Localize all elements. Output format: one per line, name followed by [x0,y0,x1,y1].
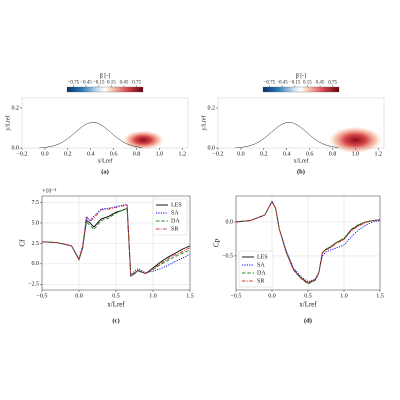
colorbar [66,86,144,93]
x-tick-label: 0.8 [133,151,141,157]
colorbar-tick-label: −0.45 [276,81,288,86]
x-tick-label: 0.0 [268,293,276,299]
x-tick-label: 0.2 [260,151,268,157]
y-axis-label: y/Lref [200,116,207,131]
caption: (d) [304,317,312,324]
x-tick-label: 1.0 [156,151,164,157]
x-tick-label: 1.0 [149,293,157,299]
x-tick-label: 1.0 [352,151,360,157]
x-tick-label: 0.4 [87,151,95,157]
colorbar-tick-label: 0.15 [107,81,116,86]
legend-label: SR [171,226,178,232]
colorbar-tick-label: 0.75 [132,81,141,86]
colorbar-tick-label: −0.15 [289,81,301,86]
series-line [235,200,381,285]
colorbar [262,86,340,93]
x-axis-label: x/Lref [98,157,113,164]
y-tick-label: 0.0 [12,145,20,151]
x-tick-label: 0.4 [283,151,291,157]
y-tick-label: 0.0 [32,261,40,267]
legend: LES SA DA SR [238,250,274,288]
x-tick-label: 1.5 [376,293,384,299]
colorbar-tick-label: 0.75 [328,81,337,86]
legend-label: LES [257,254,268,260]
x-tick-label: 0.2 [64,151,72,157]
plot-frame [21,97,189,149]
colorbar-label: β [-] [296,73,307,79]
colorbar-tick-label: −0.75 [264,81,276,86]
y-tick-label: −0.5 [222,253,233,259]
colorbar-tick-label: −0.75 [68,81,80,86]
y-tick-label: −2.5 [28,282,39,288]
y-axis-label: Cp [213,238,221,247]
plot-frame [235,195,381,291]
x-tick-label: 1.2 [375,151,383,157]
series-line [235,200,381,284]
x-tick-label: −0.2 [17,151,28,157]
hill-wall [235,122,339,148]
legend-box [152,198,188,236]
y-tick-label: 0.2 [208,105,216,111]
beta-region [121,130,165,150]
x-tick-label: 0.8 [329,151,337,157]
plot-frame [41,195,191,291]
x-tick-label: −0.5 [231,293,242,299]
y-tick-label: 0.0 [226,219,234,225]
x-tick-label: 0.6 [306,151,314,157]
x-tick-label: 0.0 [75,293,83,299]
colorbar-tick-label: 0.45 [316,81,325,86]
legend: LES SA DA SR [152,198,188,236]
x-tick-label: 1.2 [179,151,187,157]
colorbar-tick-label: 0.45 [120,81,129,86]
x-axis-label: x/Lref [107,301,125,309]
x-tick-label: 0.5 [112,293,120,299]
series-line [41,203,191,277]
hill-wall [39,122,143,148]
y-axis-label: y/Lref [4,116,11,131]
legend-box [238,250,274,288]
series-line [41,204,191,278]
caption: (a) [101,168,109,175]
colorbar-label: β [-] [100,73,111,79]
y-tick-label: 0.2 [12,105,20,111]
x-tick-label: −0.5 [37,293,48,299]
y-offset-label: ×10⁻³ [42,188,57,194]
legend-label: SA [257,262,265,268]
legend-label: DA [257,270,266,276]
legend-label: SA [171,210,179,216]
beta-region [327,126,384,154]
x-tick-label: 1.0 [340,293,348,299]
colorbar-tick-label: −0.45 [80,81,92,86]
x-tick-label: 1.5 [186,293,194,299]
legend-label: SR [257,278,264,284]
x-tick-label: 0.6 [110,151,118,157]
x-tick-label: 0.0 [41,151,49,157]
colorbar-tick-label: −0.15 [93,81,105,86]
x-axis-label: x/Lref [294,157,309,164]
caption: (b) [297,168,305,175]
y-axis-label: Cf [19,239,27,247]
x-tick-label: 0.5 [304,293,312,299]
y-tick-label: 7.5 [32,200,40,206]
y-tick-label: 0.0 [208,145,216,151]
caption: (c) [112,317,119,324]
colorbar-tick-label: 0.15 [303,81,312,86]
legend-label: DA [171,218,180,224]
y-tick-label: 2.5 [32,241,40,247]
x-tick-label: 0.0 [237,151,245,157]
plot-frame [217,97,385,149]
y-tick-label: 5.0 [32,220,40,226]
x-tick-label: −0.2 [213,151,224,157]
x-axis-label: x/Lref [299,301,317,309]
legend-label: LES [171,202,182,208]
